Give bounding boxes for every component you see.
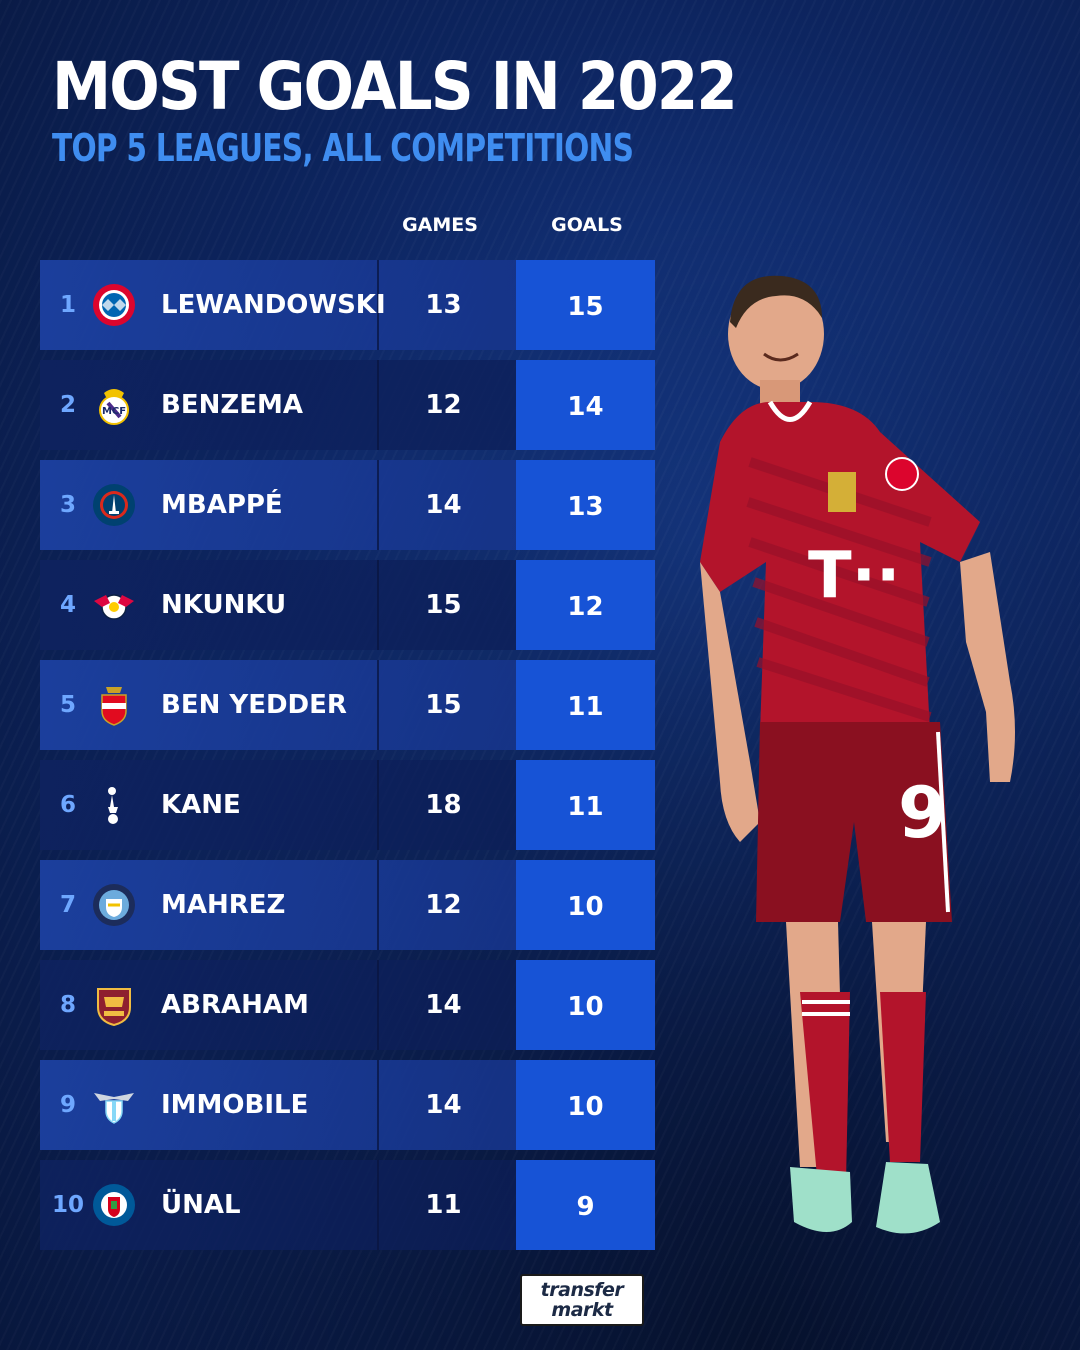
goals-column-header: GOALS: [551, 214, 623, 236]
svg-text:T··: T··: [808, 539, 900, 613]
row-divider: [377, 960, 379, 1050]
games-column-header: GAMES: [402, 214, 478, 236]
goals-value: 10: [567, 992, 604, 1022]
goals-cell: [516, 1060, 655, 1150]
games-value: 12: [425, 390, 462, 420]
page-subtitle: TOP 5 LEAGUES, ALL COMPETITIONS: [52, 126, 634, 170]
psg-crest-icon: [93, 484, 135, 526]
table-row: 1 LEWANDOWSKI 13 15: [40, 260, 656, 350]
rank-number: 10: [51, 1192, 84, 1218]
goals-value: 15: [567, 292, 604, 322]
rank-number: 2: [59, 392, 76, 418]
goals-value: 9: [576, 1192, 595, 1222]
row-divider: [377, 560, 379, 650]
player-name: NKUNKU: [161, 590, 287, 620]
rank-number: 3: [59, 492, 76, 518]
svg-text:9: 9: [898, 772, 947, 854]
row-divider: [377, 1160, 379, 1250]
goals-value: 10: [567, 1092, 604, 1122]
logo-line-1: transfer: [540, 1279, 624, 1301]
getafe-crest-icon: [93, 1184, 135, 1226]
rb-leipzig-crest-icon: [94, 594, 134, 620]
rank-number: 5: [59, 692, 76, 718]
goals-value: 12: [567, 592, 604, 622]
goals-cell: [516, 1160, 655, 1250]
goals-value: 11: [567, 792, 604, 822]
goals-cell: [516, 660, 655, 750]
rank-number: 9: [59, 1092, 76, 1118]
row-divider: [377, 260, 379, 350]
games-value: 13: [425, 290, 462, 320]
table-row: 4 NKUNKU 15 12: [40, 560, 656, 650]
player-name: IMMOBILE: [161, 1090, 309, 1120]
player-name: KANE: [161, 790, 241, 820]
player-photo: T·· 9: [700, 275, 1015, 1234]
tottenham-crest-icon: [108, 787, 118, 824]
lazio-crest-icon: [94, 1093, 134, 1124]
row-divider: [377, 660, 379, 750]
row-divider: [377, 860, 379, 950]
rank-number: 1: [59, 292, 76, 318]
games-value: 18: [425, 790, 462, 820]
goals-value: 11: [567, 692, 604, 722]
games-value: 12: [425, 890, 462, 920]
player-name: MBAPPÉ: [161, 490, 283, 520]
goals-cell: [516, 260, 655, 350]
real-madrid-crest-icon: MCF: [99, 389, 129, 425]
table-row: 7 MAHREZ 12 10: [40, 860, 656, 950]
row-divider: [377, 1060, 379, 1150]
games-value: 14: [425, 990, 462, 1020]
player-name: MAHREZ: [161, 890, 286, 920]
table-row: 5 BEN YEDDER 15 11: [40, 660, 656, 750]
manchester-city-crest-icon: [93, 884, 135, 926]
games-value: 15: [425, 690, 462, 720]
as-roma-crest-icon: [97, 988, 131, 1027]
goals-cell: [516, 460, 655, 550]
rank-number: 7: [59, 892, 76, 918]
rank-number: 4: [59, 592, 76, 618]
table-row: 6 KANE 18 11: [40, 760, 656, 850]
goals-cell: [516, 860, 655, 950]
logo-line-2: markt: [551, 1299, 613, 1321]
goals-cell: [516, 960, 655, 1050]
table-row: 8 ABRAHAM 14 10: [40, 960, 656, 1050]
monaco-crest-icon: [101, 687, 127, 726]
table-row: 2 MCF BENZEMA 12 14: [40, 360, 656, 450]
rank-number: 8: [59, 992, 76, 1018]
table-row: 9 IMMOBILE 14 10: [40, 1060, 656, 1150]
page-title: MOST GOALS IN 2022: [52, 48, 738, 125]
bayern-munich-crest-icon: [93, 284, 135, 326]
player-name: LEWANDOWSKI: [161, 290, 386, 320]
goals-cell: [516, 560, 655, 650]
row-background: [40, 760, 516, 850]
goals-value: 10: [567, 892, 604, 922]
goals-value: 14: [567, 392, 604, 422]
goals-cell: [516, 360, 655, 450]
games-value: 14: [425, 490, 462, 520]
table-row: 10 ÜNAL 11 9: [40, 1160, 656, 1250]
row-divider: [377, 460, 379, 550]
games-value: 14: [425, 1090, 462, 1120]
player-name: BEN YEDDER: [161, 690, 347, 720]
player-name: BENZEMA: [161, 390, 303, 420]
goals-cell: [516, 760, 655, 850]
row-divider: [377, 360, 379, 450]
svg-text:MCF: MCF: [102, 406, 126, 417]
player-name: ABRAHAM: [161, 990, 309, 1020]
goals-value: 13: [567, 492, 604, 522]
rank-number: 6: [59, 792, 76, 818]
games-value: 15: [425, 590, 462, 620]
games-value: 11: [425, 1190, 462, 1220]
table-row: 3 MBAPPÉ 14 13: [40, 460, 656, 550]
row-divider: [377, 760, 379, 850]
player-name: ÜNAL: [161, 1190, 241, 1220]
transfermarkt-logo: transfer markt: [520, 1274, 644, 1326]
